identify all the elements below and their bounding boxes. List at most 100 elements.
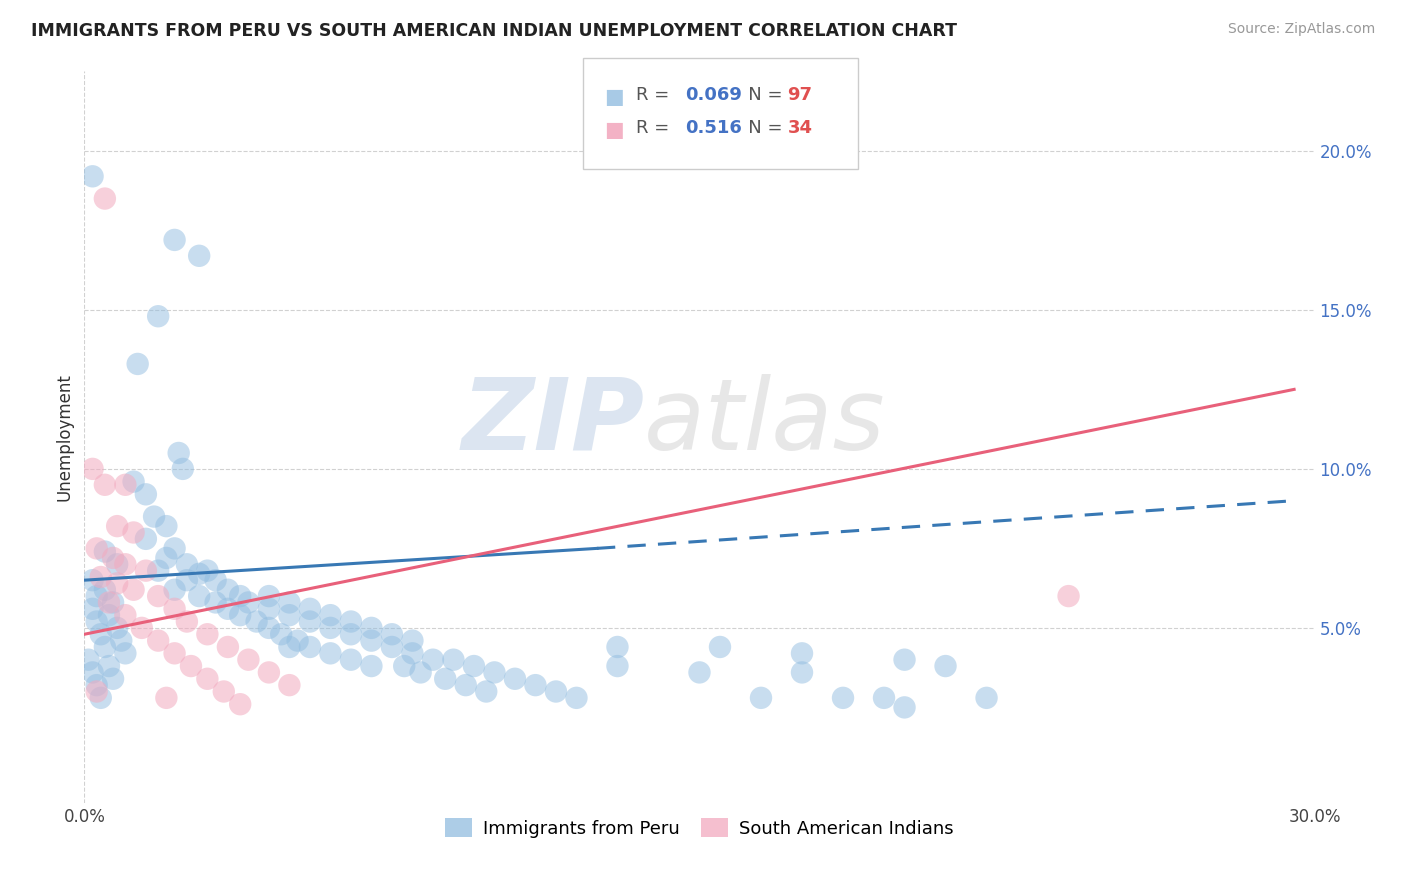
Point [86, 541, 108, 556]
Point [319, 621, 342, 635]
Point [229, 589, 252, 603]
Point [319, 646, 342, 660]
Point [135, 487, 157, 501]
Point [790, 665, 813, 680]
Point [197, 627, 219, 641]
Point [434, 672, 457, 686]
Point [148, 633, 170, 648]
Point [176, 558, 198, 572]
Point [790, 646, 813, 660]
Point [101, 672, 124, 686]
Point [82, 573, 104, 587]
Text: 97: 97 [787, 86, 813, 103]
Point [101, 595, 124, 609]
Point [90, 627, 112, 641]
Point [360, 633, 382, 648]
Point [86, 589, 108, 603]
Point [176, 615, 198, 629]
Point [86, 684, 108, 698]
Point [524, 678, 547, 692]
Point [90, 570, 112, 584]
Point [105, 519, 128, 533]
Point [148, 589, 170, 603]
Point [204, 595, 226, 609]
Point [340, 627, 363, 641]
Point [606, 640, 628, 654]
Point [163, 646, 186, 660]
Point [135, 564, 157, 578]
Point [114, 558, 136, 572]
Point [127, 357, 149, 371]
Point [101, 550, 124, 565]
Point [98, 608, 120, 623]
Point [217, 602, 239, 616]
Point [86, 678, 108, 692]
Point [98, 595, 120, 609]
Point [77, 653, 100, 667]
Point [381, 627, 404, 641]
Point [94, 640, 117, 654]
Point [148, 564, 170, 578]
Point [257, 602, 280, 616]
Point [401, 633, 423, 648]
Point [394, 659, 416, 673]
Point [94, 192, 117, 206]
Point [180, 659, 202, 673]
Text: N =: N = [731, 119, 789, 136]
Point [131, 621, 153, 635]
Y-axis label: Unemployment: Unemployment [55, 373, 73, 501]
Text: 0.069: 0.069 [685, 86, 741, 103]
Point [340, 615, 363, 629]
Point [155, 550, 177, 565]
Point [143, 509, 166, 524]
Point [422, 653, 444, 667]
Point [319, 608, 342, 623]
Point [565, 690, 588, 705]
Text: N =: N = [731, 86, 789, 103]
Point [163, 541, 186, 556]
Point [98, 659, 120, 673]
Point [105, 621, 128, 635]
Point [246, 615, 269, 629]
Text: atlas: atlas [644, 374, 886, 471]
Point [197, 564, 219, 578]
Point [454, 678, 477, 692]
Text: ■: ■ [605, 120, 624, 140]
Point [122, 475, 145, 489]
Point [86, 615, 108, 629]
Point [82, 462, 104, 476]
Point [278, 595, 301, 609]
Point [217, 640, 239, 654]
Point [155, 690, 177, 705]
Point [217, 582, 239, 597]
Point [114, 477, 136, 491]
Point [204, 573, 226, 587]
Point [110, 633, 132, 648]
Point [148, 310, 170, 324]
Point [172, 462, 194, 476]
Point [238, 653, 260, 667]
Point [1057, 589, 1080, 603]
Point [443, 653, 465, 667]
Point [409, 665, 432, 680]
Point [257, 665, 280, 680]
Point [976, 690, 998, 705]
Point [167, 446, 190, 460]
Point [935, 659, 957, 673]
Point [105, 558, 128, 572]
Point [544, 684, 567, 698]
Point [238, 595, 260, 609]
Point [298, 615, 321, 629]
Point [278, 608, 301, 623]
Point [503, 672, 526, 686]
Point [163, 602, 186, 616]
Point [163, 233, 186, 247]
Point [229, 608, 252, 623]
Point [135, 532, 157, 546]
Point [94, 582, 117, 597]
Point [893, 653, 915, 667]
Point [114, 646, 136, 660]
Text: 0.516: 0.516 [685, 119, 741, 136]
Point [257, 589, 280, 603]
Point [257, 621, 280, 635]
